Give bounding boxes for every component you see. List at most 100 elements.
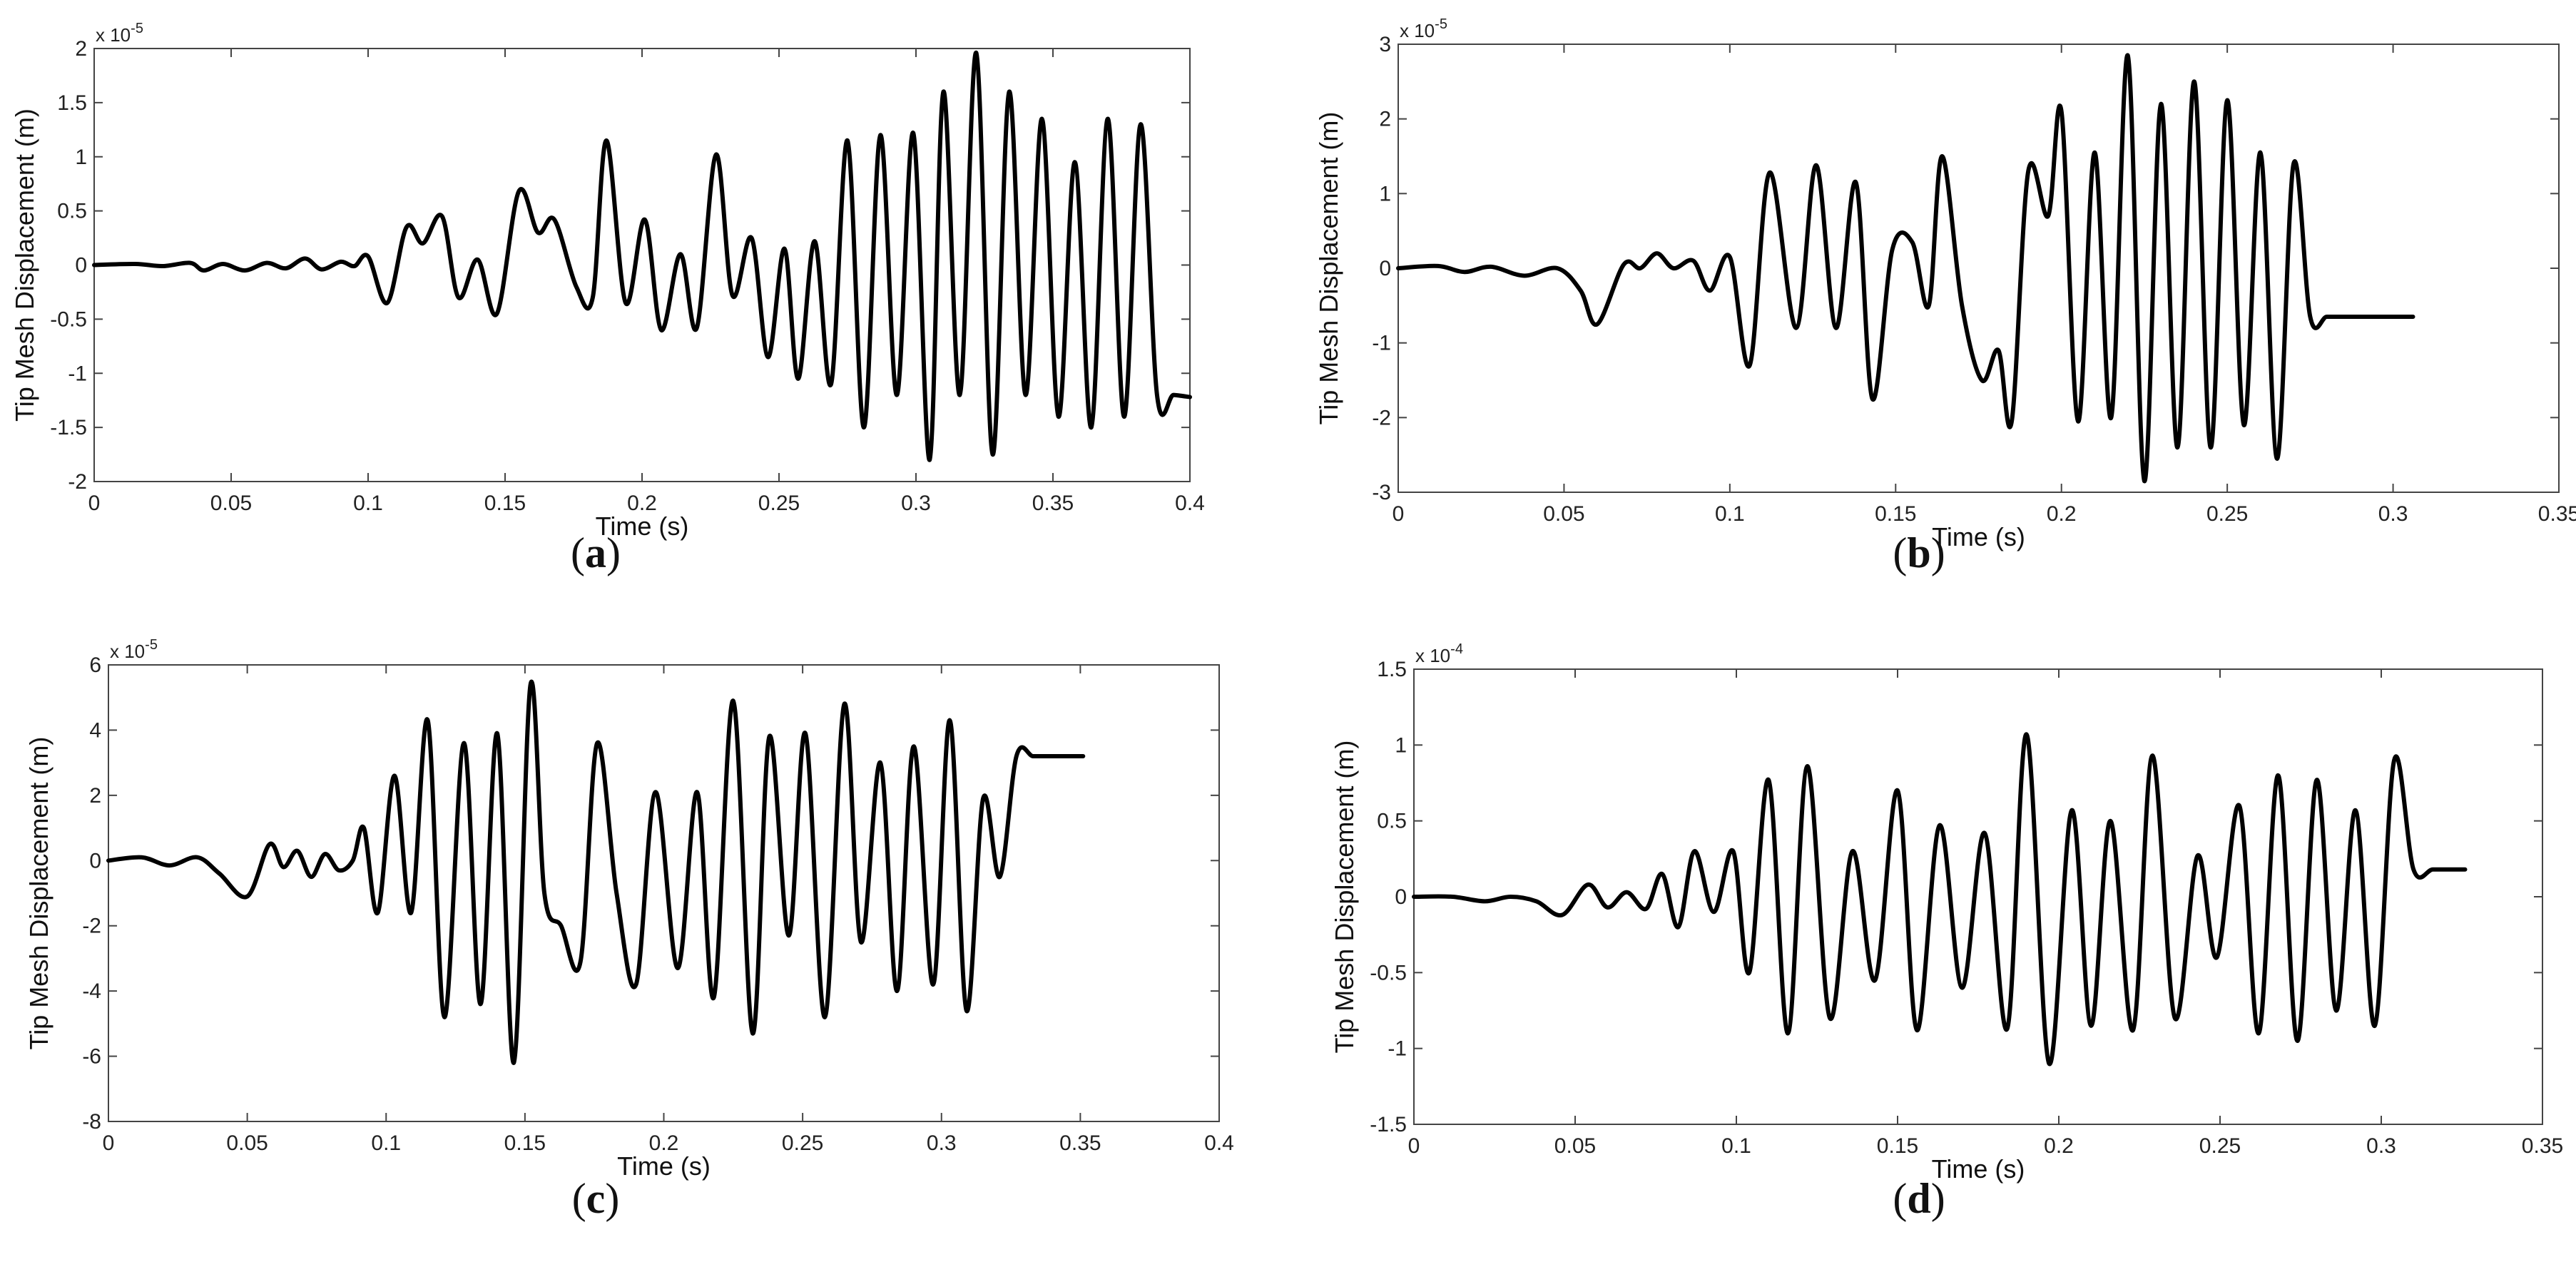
y-tick-label: 0 [89,849,101,872]
plot-frame [108,664,1220,1122]
y-tick-label: -2 [82,915,101,938]
x-tick-label: 0 [88,492,101,515]
y-tick-label: -2 [68,470,87,494]
caption-letter: a [585,529,606,576]
y-tick-label: -2 [1372,406,1391,429]
chart-panel-c: 0 0.05 0.1 0.15 0.2 0.25 0.3 0.35 0.4 -8 -6 -4 -2 0 2 4… [24,637,1234,1222]
y-tick-label: 1 [1395,733,1407,757]
y-tick-label: 3 [1379,33,1391,56]
x-tick-label: 0.3 [2378,502,2408,526]
x-tick-label: 0.1 [1721,1134,1751,1158]
y-tick-label: -8 [82,1110,101,1134]
x-tick-label: 0.4 [1204,1131,1234,1155]
x-tick-label: 0.25 [758,492,800,515]
panel-caption: (c) [572,1175,620,1222]
x-tick-label: 0.35 [2522,1134,2563,1158]
x-tick-label: 0.1 [353,492,383,515]
exponent-base: x 10 [110,641,145,662]
x-tick-label: 0.3 [927,1131,957,1155]
y-axis-label: Tip Mesh Displacement (m) [24,737,54,1050]
x-tick-label: 0.05 [226,1131,268,1155]
y-tick-label: -1 [1388,1037,1407,1061]
plot-frame [1413,668,2543,1125]
axis-exponent: x 10-5 [110,637,158,662]
x-tick-label: 0.3 [901,492,931,515]
chart-panel-b: 0 0.05 0.1 0.15 0.2 0.25 0.3 0.35 -3 -2 -1 0 1 2 3 x 10… [1314,16,2576,576]
x-tick-label: 0.35 [1059,1131,1101,1155]
x-tick-label: 0.25 [2206,502,2248,526]
x-tick-label: 0.15 [504,1131,546,1155]
x-tick-label: 0.1 [371,1131,401,1155]
exponent-power: -4 [1450,641,1463,657]
y-tick-label: -3 [1372,481,1391,504]
chart-panel-a: 0 0.05 0.1 0.15 0.2 0.25 0.3 0.35 0.4 -2 -1.5 -1 -0.… [10,21,1205,576]
series-line-a [92,51,1192,462]
x-tick-label: 0.2 [2047,502,2077,526]
y-tick-label: 1 [75,146,87,169]
caption-open-paren: ( [1893,1175,1907,1222]
x-tick-label: 0.2 [649,1131,679,1155]
exponent-base: x 10 [1400,20,1435,41]
y-tick-label: -1 [68,362,87,385]
y-tick-label: -0.5 [50,307,87,331]
caption-letter: d [1907,1175,1930,1222]
x-tick-label: 0 [1408,1134,1420,1158]
series-line-c [106,679,1086,1065]
x-tick-label: 0.15 [1875,502,1916,526]
x-axis-label: Time (s) [1932,522,2025,551]
caption-close-paren: ) [605,1175,619,1222]
series-line-d [1412,732,2468,1066]
y-tick-label: 1.5 [1377,658,1407,681]
y-tick-label: 0.5 [1377,810,1407,833]
y-tick-label: 0 [1395,885,1407,909]
caption-open-paren: ( [1893,529,1907,576]
x-tick-label: 0.15 [484,492,526,515]
panel-caption: (a) [571,529,621,576]
x-tick-label: 0.2 [627,492,657,515]
x-axis-label: Time (s) [1932,1154,2025,1184]
x-tick-label: 0.15 [1877,1134,1918,1158]
x-tick-label: 0.05 [210,492,252,515]
caption-close-paren: ) [1931,1175,1945,1222]
plot-frame [1398,44,2560,493]
x-tick-label: 0.35 [1032,492,1074,515]
exponent-power: -5 [145,637,158,653]
caption-letter: c [586,1175,606,1222]
x-tick-label: 0.05 [1554,1134,1596,1158]
caption-open-paren: ( [571,529,585,576]
y-tick-label: 4 [89,718,101,742]
y-axis-label: Tip Mesh Displacement (m) [10,108,39,422]
x-tick-label: 0.1 [1715,502,1745,526]
caption-letter: b [1907,529,1930,576]
panel-caption: (b) [1893,529,1945,576]
y-tick-label: -1 [1372,332,1391,355]
panel-caption: (d) [1893,1175,1945,1222]
y-tick-label: 0 [1379,257,1391,280]
y-tick-label: -0.5 [1370,961,1407,984]
y-axis-label: Tip Mesh Displacement (m) [1314,112,1343,425]
caption-close-paren: ) [606,529,621,576]
y-tick-label: 6 [89,653,101,677]
x-tick-label: 0.25 [782,1131,823,1155]
y-tick-label: 0.5 [57,200,87,223]
y-tick-label: 1.5 [57,91,87,115]
y-axis-label: Tip Mesh Displacement (m) [1330,741,1359,1054]
exponent-power: -5 [131,21,143,36]
exponent-base: x 10 [1415,645,1450,666]
exponent-base: x 10 [96,24,131,46]
x-tick-label: 0.05 [1543,502,1584,526]
y-tick-label: 2 [1379,108,1391,131]
axis-exponent: x 10-4 [1415,641,1463,666]
x-tick-label: 0.25 [2199,1134,2241,1158]
y-tick-label: -1.5 [1370,1113,1407,1136]
exponent-power: -5 [1435,16,1447,32]
x-tick-label: 0.4 [1175,492,1205,515]
y-tick-label: 0 [75,254,87,278]
y-tick-label: 2 [75,37,87,61]
caption-open-paren: ( [572,1175,586,1222]
axis-exponent: x 10-5 [96,21,143,46]
caption-close-paren: ) [1931,529,1945,576]
x-tick-label: 0 [103,1131,115,1155]
y-tick-label: -1.5 [50,416,87,439]
